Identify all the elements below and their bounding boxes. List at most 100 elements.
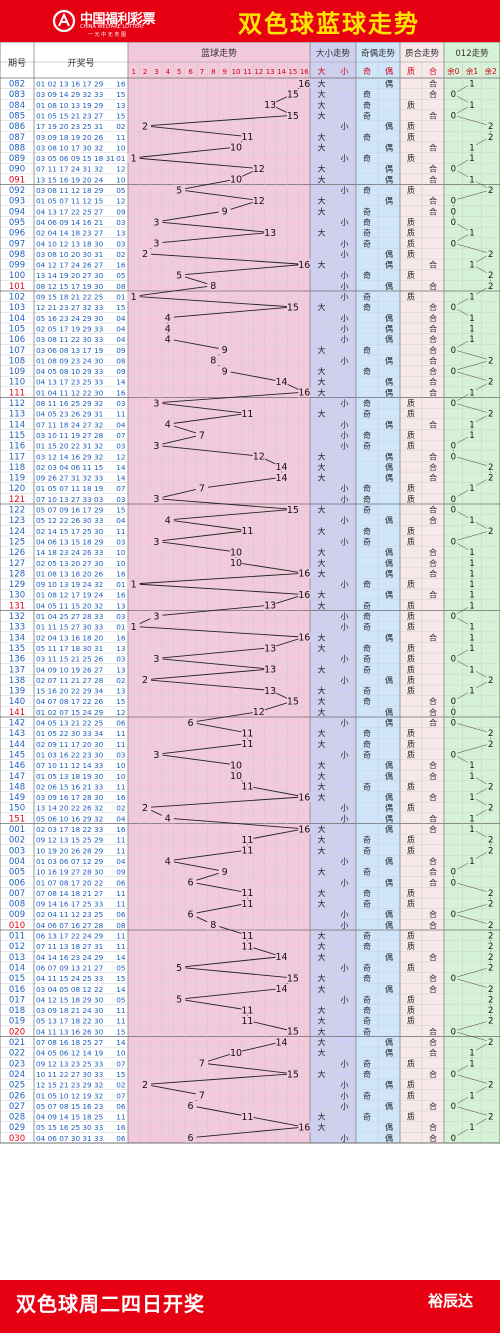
- blue-ball-marker-bg: [218, 206, 231, 217]
- draw-white-balls: 05 07 08 15 16 23: [36, 1102, 104, 1111]
- blue-ball-marker: 15: [287, 111, 299, 122]
- draw-blue-ball: 15: [116, 90, 125, 99]
- issue-number: 147: [9, 772, 25, 782]
- blue-ball-marker-bg: [139, 802, 152, 813]
- mod3-mark: 1: [469, 154, 474, 164]
- draw-blue-ball: 02: [116, 250, 125, 259]
- blue-ball-marker: 11: [241, 1016, 253, 1027]
- draw-blue-ball: 13: [116, 229, 126, 238]
- mod3-mark: 2: [488, 186, 493, 196]
- blue-ball-marker-bg: [230, 770, 243, 781]
- blue-ball-marker-bg: [286, 972, 299, 983]
- parity-mark: 奇: [363, 941, 371, 951]
- issue-number: 021: [9, 1038, 25, 1048]
- mod3-mark: 0: [451, 303, 456, 313]
- prime-mark: 质: [407, 600, 415, 610]
- blue-ball-marker: 6: [188, 1101, 194, 1112]
- mod3-mark: 1: [469, 601, 474, 611]
- mod3-mark: 0: [451, 239, 456, 249]
- grid: [0, 42, 500, 1144]
- draw-white-balls: 07 08 16 18 25 27: [36, 1038, 104, 1047]
- draw-blue-ball: 13: [116, 101, 126, 110]
- footer-draw-days: 双色球周二四日开奖: [16, 1292, 205, 1316]
- blue-ball-marker-bg: [173, 994, 186, 1005]
- issue-number: 099: [9, 261, 25, 271]
- blue-ball-marker-bg: [184, 1132, 197, 1143]
- size-mark: 大: [318, 451, 326, 461]
- blue-ball-marker-bg: [161, 813, 174, 824]
- mod3-marker-bg: [468, 824, 476, 834]
- blue-ball-marker: 1: [131, 292, 137, 303]
- parity-mark: 奇: [363, 664, 371, 674]
- blue-ball-marker: 15: [287, 1069, 299, 1080]
- blue-ball-marker: 11: [241, 846, 253, 857]
- mod3-marker-bg: [468, 590, 476, 600]
- prime-mark: 质: [407, 100, 415, 110]
- size-mark: 小: [341, 655, 349, 664]
- blue-ball-marker-bg: [139, 674, 152, 685]
- mod3-mark: 1: [469, 1059, 474, 1069]
- mod3-marker-bg: [468, 1090, 476, 1100]
- mod3-marker-bg: [468, 483, 476, 493]
- draw-white-balls: 15 16 20 22 29 34: [36, 687, 104, 696]
- prime-mark: 质: [407, 185, 415, 195]
- issue-number: 124: [9, 527, 25, 537]
- prime-mark: 质: [407, 292, 415, 302]
- parity-mark: 偶: [385, 515, 393, 525]
- mod3-mark: 2: [488, 889, 493, 899]
- parity-mark: 奇: [363, 611, 371, 621]
- size-mark: 小: [341, 495, 349, 504]
- mod3-marker-bg: [486, 355, 495, 365]
- draw-white-balls: 01 08 09 23 24 30: [36, 356, 104, 365]
- prime-mark: 质: [407, 962, 415, 972]
- blue-ball-marker: 7: [199, 1059, 205, 1070]
- draw-white-balls: 04 06 09 14 16 21: [36, 218, 103, 227]
- draw-white-balls: 04 05 13 21 22 25: [36, 719, 103, 728]
- issue-number: 094: [9, 207, 25, 217]
- mod3-mark: 1: [469, 388, 474, 398]
- parity-mark: 偶: [385, 1048, 393, 1058]
- mod3-marker-bg: [449, 494, 458, 504]
- blue-ball-marker: 7: [199, 484, 205, 495]
- mod3-marker-bg: [468, 621, 476, 631]
- blue-ball-marker: 4: [165, 313, 171, 324]
- blue-ball-marker-bg: [286, 88, 299, 99]
- blue-ball-marker: 4: [165, 856, 171, 867]
- blue-ball-marker: 6: [188, 1133, 194, 1144]
- mod3-mark: 2: [488, 676, 493, 686]
- parity-mark: 偶: [385, 355, 393, 365]
- blue-ball-marker: 2: [142, 1080, 148, 1091]
- header-bar: 中国福利彩票 CHINA WELFARE LOTTERY 一 元 中 无 务 图…: [0, 0, 500, 42]
- prime-mark: 合: [429, 302, 437, 312]
- blue-ball-marker: 11: [241, 1005, 253, 1016]
- draw-white-balls: 02 06 15 16 21 33: [36, 782, 104, 791]
- mod3-marker-bg: [468, 643, 476, 653]
- mod3-mark: 0: [451, 655, 456, 665]
- mod3-mark: 2: [488, 410, 493, 420]
- size-mark: 大: [318, 89, 326, 99]
- size-mark: 小: [341, 282, 349, 291]
- parity-mark: 偶: [385, 568, 393, 578]
- prime-mark: 合: [429, 387, 437, 397]
- blue-ball-marker-bg: [264, 685, 277, 696]
- prime-mark: 质: [407, 739, 415, 749]
- mod3-mark: 1: [469, 484, 474, 494]
- parity-mark: 奇: [363, 100, 371, 110]
- blue-ball-marker: 15: [287, 302, 299, 313]
- prime-mark: 质: [407, 409, 415, 419]
- draw-blue-ball: 15: [116, 111, 125, 120]
- draw-blue-ball: 08: [116, 282, 126, 291]
- parity-mark: 奇: [363, 739, 371, 749]
- blue-ball-marker: 2: [142, 803, 148, 814]
- mod3-marker-bg: [468, 600, 476, 610]
- draw-white-balls: 02 05 17 19 29 33: [36, 324, 104, 333]
- mod3-mark: 0: [451, 111, 456, 121]
- draw-white-balls: 02 05 13 20 27 30: [36, 559, 104, 568]
- blue-ball-marker-bg: [150, 397, 163, 408]
- size-trend-header: 大小走势: [316, 48, 351, 59]
- parity-mark: 偶: [385, 590, 393, 600]
- issue-number: 005: [9, 868, 25, 878]
- blue-ball-marker: 11: [241, 132, 253, 143]
- size-mark: 大: [318, 558, 326, 568]
- issue-number: 083: [9, 90, 25, 100]
